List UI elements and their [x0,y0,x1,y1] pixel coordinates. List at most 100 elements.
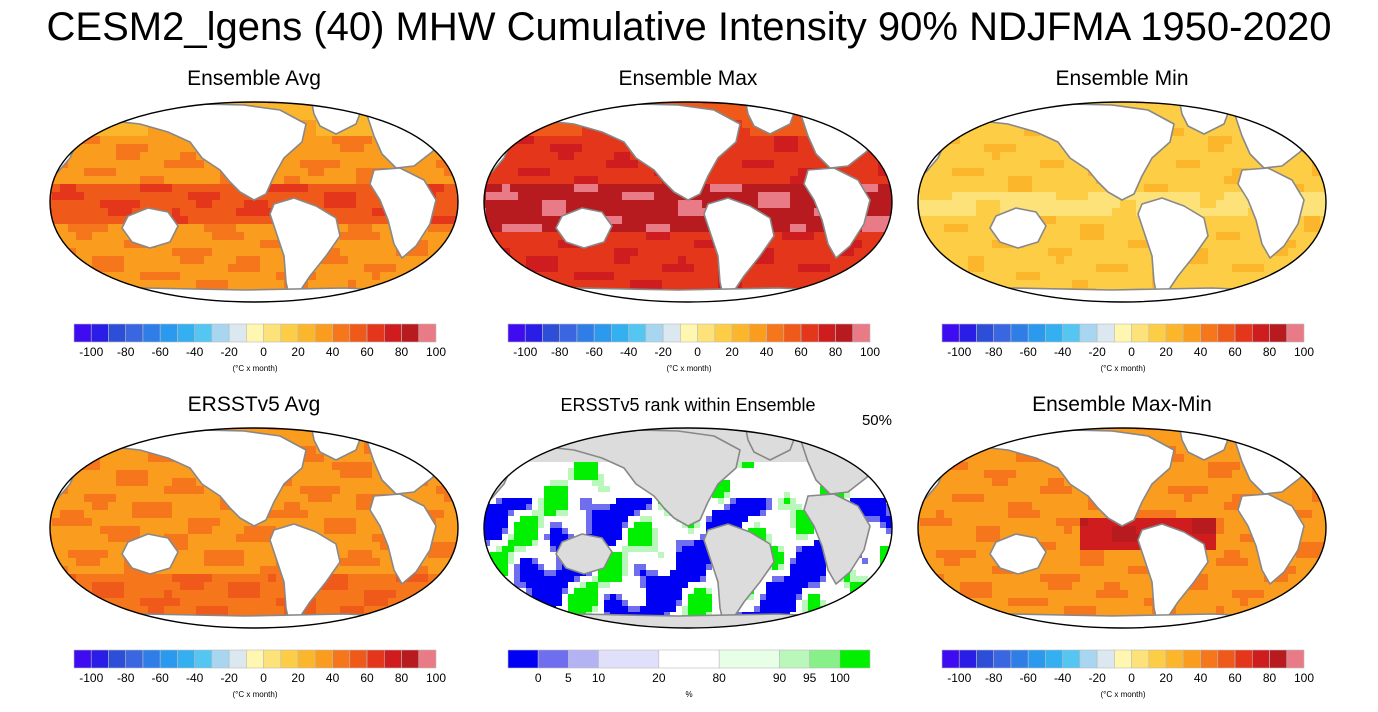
colorbar-swatch [993,323,1012,343]
colorbar-swatch [1045,323,1063,343]
colorbar-tick-label: 60 [1228,671,1242,685]
colorbar-swatch [1010,323,1029,343]
colorbar-swatch [1096,649,1115,669]
colorbar-swatch [280,323,299,343]
colorbar-units: (°C x month) [233,364,278,373]
figure-title: CESM2_lgens (40) MHW Cumulative Intensit… [46,5,1332,49]
colorbar-tick-label: -40 [1054,671,1072,685]
colorbar-tick-label: 40 [1194,671,1208,685]
colorbar-swatch [1114,323,1132,343]
colorbar-swatch [1234,323,1253,343]
colorbar-swatch [658,649,720,669]
colorbar-swatch [1148,649,1167,669]
antarctica [921,613,1323,628]
colorbar-tick-label: -80 [117,671,135,685]
colorbar-swatch [645,323,664,343]
colorbar-tick-label: -40 [186,345,204,359]
colorbar-swatch [263,649,282,669]
australia [555,533,613,575]
colorbar-swatch [537,649,569,669]
colorbar-units: % [685,690,692,699]
colorbar-swatch [718,649,780,669]
colorbar-swatch [228,323,247,343]
colorbar-swatch [1217,323,1236,343]
colorbar-swatch [852,323,871,343]
colorbar-swatch [1148,323,1167,343]
colorbar-swatch [1286,649,1305,669]
colorbar-tick-label: -100 [79,671,103,685]
colorbar-tick-label: -60 [152,671,170,685]
colorbar-tick-label: -60 [152,345,170,359]
panel-title: ERSSTv5 Avg [187,393,321,416]
africa [803,493,871,585]
panel-title: Ensemble Min [1055,67,1189,90]
map-ensemble-max [483,101,893,303]
colorbar-swatch [542,323,561,343]
colorbar-swatch [524,323,543,343]
colorbar-tick-label: -100 [947,345,971,359]
colorbar-swatch [315,323,333,343]
colorbar-swatch [125,649,144,669]
panel-title: ERSSTv5 rank within Ensemble [560,395,816,415]
australia [555,207,613,249]
colorbar-swatch [576,323,595,343]
colorbar-swatch [142,649,161,669]
colorbar-tick-label: -20 [1088,345,1106,359]
colorbar-tick-label: 80 [395,345,409,359]
panel-ersst-rank: ERSSTv5 rank within Ensemble 50% 0 5 10 20 8… [478,392,898,712]
colorbar-swatch [1079,323,1098,343]
colorbar-tick-label: 0 [535,671,542,685]
colorbar-swatch [263,323,282,343]
panel-ersst-avg: ERSSTv5 Avg -100 -80 -60 -40 -20 0 20 40 60 80 100… [44,392,464,712]
colorbar-tick-label: 0 [694,345,701,359]
colorbar-swatch [783,323,802,343]
south-america [1137,523,1209,627]
colorbar-swatch [297,323,316,343]
colorbar-tick-label: -40 [186,671,204,685]
colorbar-swatch [349,323,368,343]
colorbar-swatch [366,323,385,343]
colorbar-units: (°C x month) [667,364,712,373]
africa [1237,493,1305,585]
colorbar-intensity: -100 -80 -60 -40 -20 0 20 40 60 80 100 (°C x month) [507,323,880,373]
colorbar-tick-label: -80 [551,345,569,359]
colorbar-tick-label: 40 [326,671,340,685]
colorbar-tick-label: 40 [760,345,774,359]
south-america [703,523,775,627]
colorbar-intensity: -100 -80 -60 -40 -20 0 20 40 60 80 100 (°C x month) [941,323,1314,373]
colorbar-swatch [1131,323,1150,343]
colorbar-swatch [731,323,750,343]
map-frame [49,427,459,629]
australia [121,533,179,575]
colorbar-swatch [976,649,995,669]
south-america [703,197,775,301]
colorbar-tick-label: -20 [220,671,238,685]
colorbar-intensity: -100 -80 -60 -40 -20 0 20 40 60 80 100 (°C x month) [73,649,446,699]
colorbar-swatch [383,649,402,669]
colorbar-tick-label: -60 [1020,671,1038,685]
colorbar-tick-label: 60 [360,671,374,685]
panel-title: Ensemble Max-Min [1032,393,1212,416]
africa [369,493,437,585]
africa [369,167,437,259]
colorbar-swatch [108,649,127,669]
antarctica [921,287,1323,302]
colorbar-swatch [1200,649,1219,669]
colorbar-tick-label: 100 [426,345,446,359]
colorbar-swatch [680,323,698,343]
colorbar-tick-label: 20 [1159,345,1173,359]
colorbar-swatch [401,649,420,669]
colorbar-swatch [662,323,681,343]
colorbar-swatch [1200,323,1219,343]
colorbar-tick-label: 20 [1159,671,1173,685]
antarctica [487,287,889,302]
colorbar-tick-label: 90 [773,671,787,685]
australia [989,207,1047,249]
colorbar-swatch [1286,323,1305,343]
colorbar-swatch [697,323,716,343]
colorbar-tick-label: 0 [1128,671,1135,685]
north-america [489,103,741,201]
colorbar-swatch [90,323,109,343]
colorbar-tick-label: 40 [326,345,340,359]
colorbar-swatch [507,649,539,669]
